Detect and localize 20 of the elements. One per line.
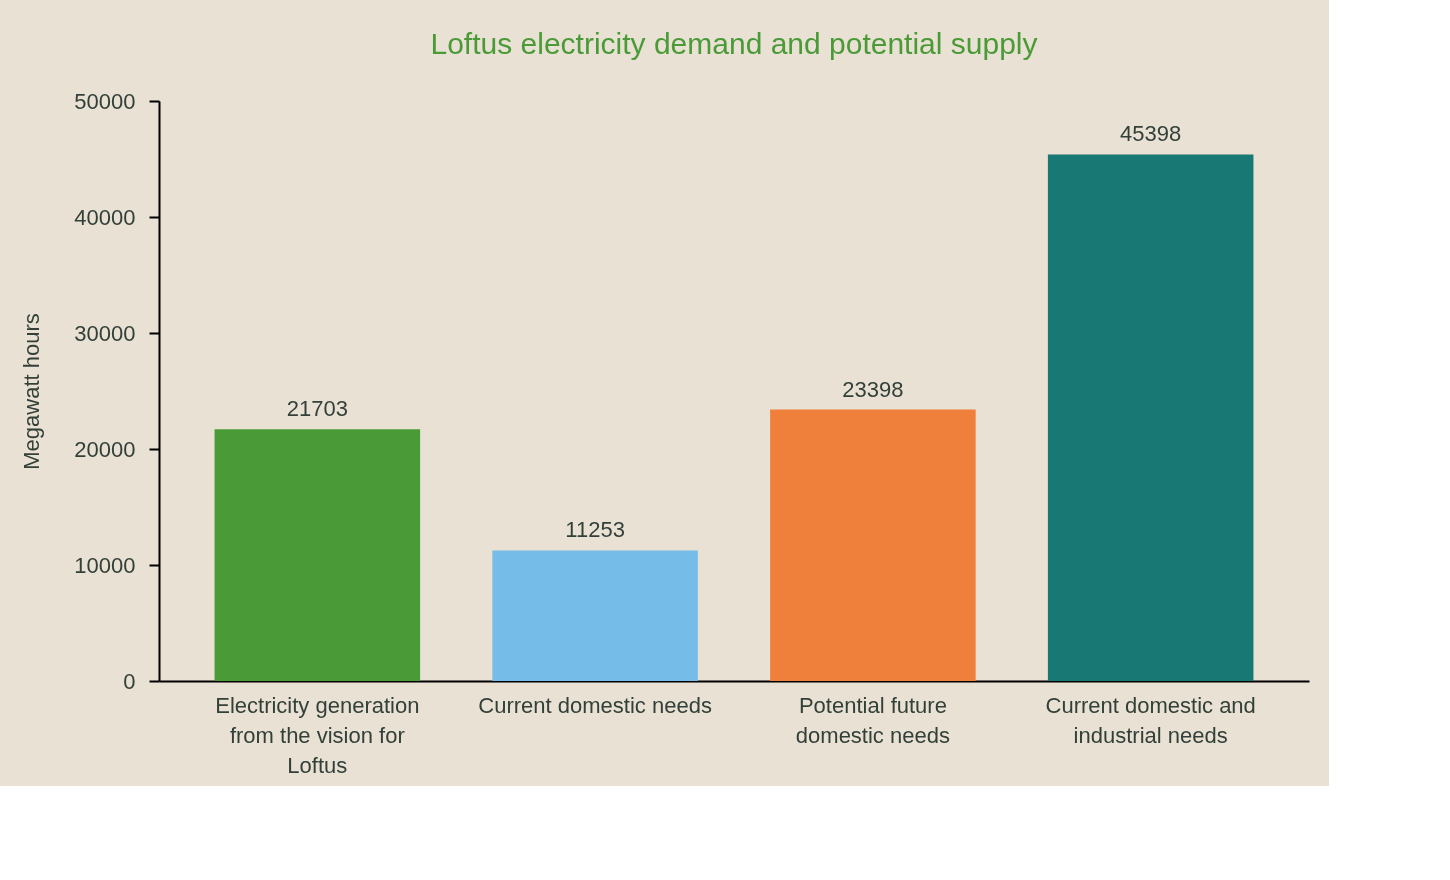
y-tick-label: 40000 bbox=[74, 204, 136, 230]
data-label: 23398 bbox=[842, 376, 904, 402]
data-label: 21703 bbox=[286, 396, 348, 422]
x-tick-label: Current domestic needs bbox=[478, 692, 712, 718]
bar bbox=[492, 550, 698, 681]
bar bbox=[770, 409, 976, 681]
data-label: 11253 bbox=[565, 517, 625, 543]
y-tick-label: 20000 bbox=[74, 436, 136, 462]
y-tick-label: 0 bbox=[123, 668, 136, 694]
bar bbox=[214, 429, 421, 681]
y-tick-label: 30000 bbox=[74, 320, 136, 346]
bar bbox=[1047, 154, 1254, 681]
y-tick-label: 10000 bbox=[74, 552, 136, 578]
x-tick-label: Current domestic and industrial needs bbox=[1045, 692, 1256, 748]
x-tick-label: Electricity generation from the vision for Loftus bbox=[215, 692, 420, 778]
x-tick-label: Potential future domestic needs bbox=[795, 692, 950, 748]
y-axis-title: Megawatt hours bbox=[19, 313, 45, 470]
y-tick-label: 50000 bbox=[74, 88, 136, 114]
data-label: 45398 bbox=[1120, 121, 1182, 147]
chart-title: Loftus electricity demand and potential supply bbox=[430, 27, 1038, 60]
